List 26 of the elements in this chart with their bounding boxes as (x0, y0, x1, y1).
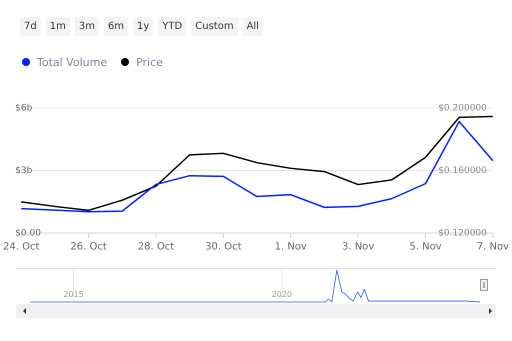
y-tick-label: $0.00 (15, 228, 42, 238)
x-tick-label: 5. Nov (409, 242, 442, 253)
x-tick-label: 1. Nov (274, 242, 307, 253)
x-tick-label: 7. Nov (476, 242, 510, 253)
x-tick-label: 26. Oct (70, 242, 107, 253)
y2-tick-label: $0.160000 (438, 166, 488, 176)
y-tick-label: $3b (15, 166, 33, 176)
legend-label: Price (135, 56, 163, 69)
text: 1y (133, 17, 154, 36)
y2-tick-label: $0.120000 (438, 228, 488, 238)
x-tick-label: 2015 (63, 290, 84, 299)
legend-label: Total Volume (36, 56, 108, 69)
x-tick-label: 24. Oct (3, 242, 40, 253)
text: 1m (46, 17, 70, 36)
x-tick-label: 30. Oct (205, 242, 242, 253)
x-tick-label: 3. Nov (342, 242, 374, 253)
text: Custom (191, 17, 238, 36)
text: YTD (158, 17, 186, 36)
text: 7d (20, 17, 41, 36)
text: 6m (104, 17, 128, 36)
y-tick-label: $6b (15, 103, 33, 114)
x-tick-label: 28. Oct (138, 242, 174, 253)
text: 3m (74, 17, 99, 36)
y2-tick-label: $0.200000 (438, 103, 488, 114)
text: All (242, 17, 263, 36)
x-tick-label: 2020 (272, 290, 292, 299)
